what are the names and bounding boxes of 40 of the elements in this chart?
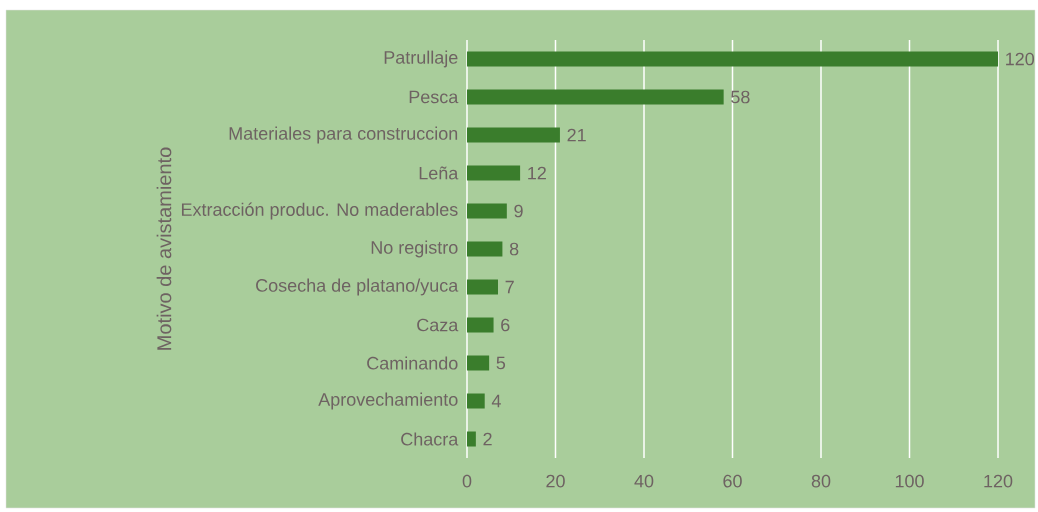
bar (467, 127, 560, 143)
data-label: 8 (509, 242, 519, 256)
bar (467, 393, 485, 409)
data-label: 7 (505, 280, 514, 294)
data-label: 5 (496, 356, 506, 370)
bar (467, 89, 724, 105)
bar (467, 203, 507, 219)
x-tick-label: 100 (895, 474, 924, 488)
data-label: 6 (501, 318, 510, 332)
bar (467, 165, 521, 181)
data-label: 9 (514, 204, 523, 218)
y-tick-label: Caza (417, 318, 459, 332)
x-tick-label: 60 (723, 474, 742, 488)
y-tick-label: Chacra (401, 432, 459, 446)
x-tick-label: 80 (811, 474, 831, 488)
y-tick-label: Pesca (409, 90, 459, 104)
bar (467, 317, 494, 333)
bar (467, 431, 476, 447)
x-tick-label: 0 (462, 474, 472, 488)
bar (467, 241, 503, 257)
y-tick-label: Aprovechamiento (318, 392, 458, 410)
data-label: 12 (528, 166, 546, 180)
y-tick-label: Materiales para construccion (229, 126, 458, 144)
y-tick-label: Cosecha de platano/yuca (256, 278, 459, 296)
x-tick-label: 120 (984, 474, 1013, 488)
bar (467, 355, 490, 371)
y-tick-label: Caminando (367, 356, 458, 370)
data-label: 21 (567, 128, 586, 142)
bar (467, 279, 498, 295)
x-tick-label: 20 (546, 474, 565, 488)
x-tick-label: 40 (634, 474, 654, 488)
y-tick-label: No registro (371, 240, 458, 258)
y-tick-label: Patrullaje (384, 50, 458, 68)
y-axis-title: Motivo de avistamiento (156, 147, 172, 350)
y-tick-label: Leña (419, 166, 459, 180)
y-tick-label: Extracción produc. No maderables (181, 202, 458, 220)
data-label: 4 (491, 394, 501, 408)
data-label: 120 (1006, 52, 1035, 66)
data-label: 2 (483, 432, 492, 446)
bar (467, 51, 999, 67)
